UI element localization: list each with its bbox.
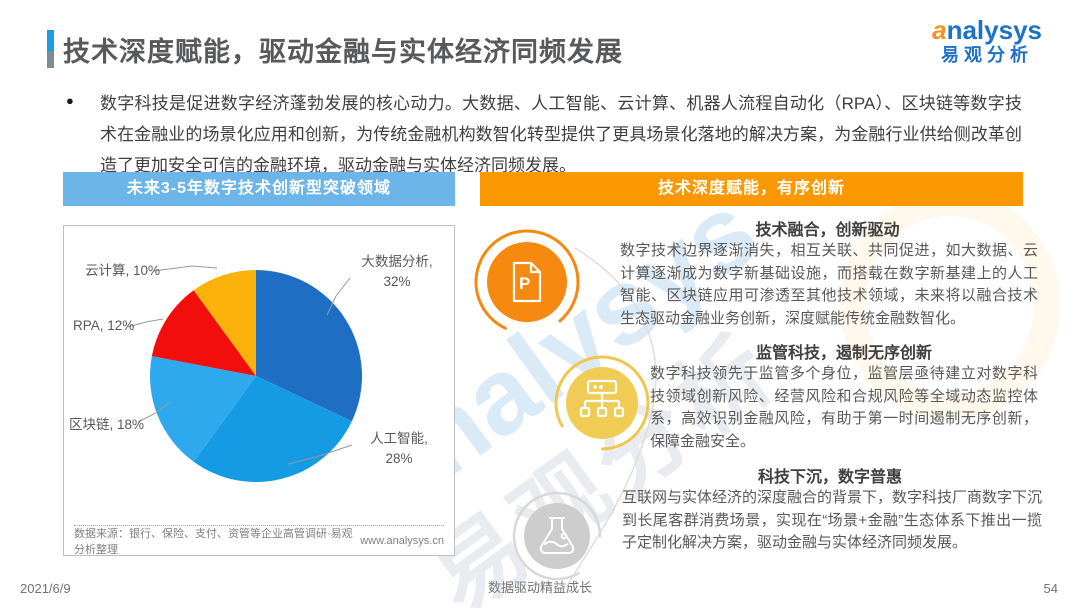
pie-slice-RPA: [151, 290, 256, 376]
footer-date: 2021/6/9: [20, 581, 71, 596]
left-panel-header: 未来3-5年数字技术创新型突破领域: [63, 172, 455, 206]
intro-text: 数字科技是促进数字经济蓬勃发展的核心动力。大数据、人工智能、云计算、机器人流程自…: [100, 94, 1022, 175]
pie-chart-card: 大数据分析, 32% 人工智能, 28% 区块链, 18% RPA, 12% 云…: [63, 225, 455, 556]
pie-chart: [127, 265, 362, 483]
title-accent-bar: [47, 30, 54, 68]
section-heading-2: 监管科技，遏制无序创新: [755, 345, 932, 362]
network-icon: [579, 379, 625, 418]
logo-brand-text: analysys: [932, 15, 1042, 45]
pie-label-ai: 人工智能, 28%: [370, 431, 428, 466]
section-body-1: 数字技术边界逐渐消失，相互关联、共同促进，如大数据、云计算逐渐成为数字新基础设施…: [620, 242, 1038, 327]
section-icon-flask: [509, 488, 605, 589]
intro-block: ● 数字科技是促进数字经济蓬勃发展的核心动力。大数据、人工智能、云计算、机器人流…: [66, 88, 1022, 181]
pie-leader-lines: [127, 265, 353, 465]
pie-label-rpa: RPA, 12%: [73, 318, 135, 333]
section-body-2: 数字科技领先于监管多个身位，监管层亟待建立对数字科技领域创新风险、经营风险和合规…: [650, 365, 1038, 450]
pie-slice-大数据分析: [256, 270, 362, 422]
page-title: 技术深度赋能，驱动金融与实体经济同频发展: [63, 37, 623, 67]
pie-label-big-data: 大数据分析, 32%: [361, 254, 433, 289]
source-row: 数据来源：银行、保险、支付、资管等企业高管调研·易观分析整理 www.analy…: [74, 525, 444, 556]
section-heading-3: 科技下沉，数字普惠: [757, 469, 902, 486]
section-icon-network: [552, 353, 652, 458]
pie-slice-云计算: [193, 270, 256, 376]
bullet-icon: ●: [66, 93, 74, 108]
logo-brand-cn-text: 易观分析: [941, 44, 1034, 65]
connector-curve: [565, 247, 657, 588]
pie-label-cloud: 云计算, 10%: [85, 263, 161, 278]
analysys-logo: analysys 易观分析: [932, 16, 1042, 65]
pie-slice-人工智能: [193, 376, 352, 483]
section-body-3: 互联网与实体经济的深度融合的背景下，数字科技厂商数字下沉到长尾客群消费场景，实现…: [622, 489, 1043, 551]
footer-page-number: 54: [1043, 581, 1058, 596]
svg-text:P: P: [519, 274, 530, 293]
website-link[interactable]: www.analysys.cn: [360, 534, 444, 547]
source-note: 数据来源：银行、保险、支付、资管等企业高管调研·易观分析整理: [74, 527, 353, 556]
pie-slice-区块链: [150, 356, 256, 462]
footer-slogan: 数据驱动精益成长: [487, 580, 592, 595]
flask-icon: [539, 517, 575, 554]
right-panel-header: 技术深度赋能，有序创新: [480, 172, 1023, 206]
pie-label-blockchain: 区块链, 18%: [69, 417, 145, 432]
section-heading-1: 技术融合，创新驱动: [755, 222, 900, 239]
document-p-icon: [512, 261, 542, 303]
section-icon-document-p: P: [472, 227, 582, 342]
